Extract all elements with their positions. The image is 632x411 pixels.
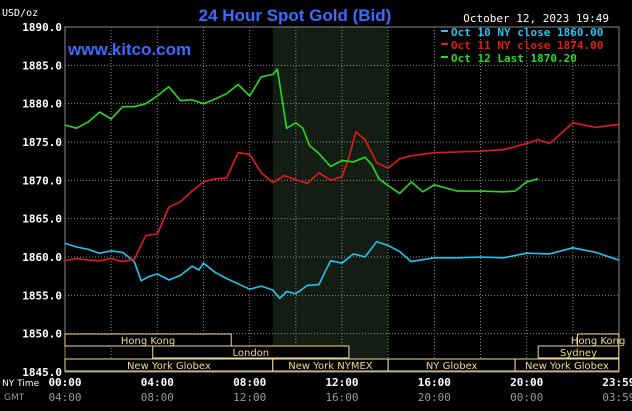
session-bar [64,333,232,347]
x-tick-gmt: 16:00 [325,391,358,404]
session-label: Sydney [560,348,597,359]
watermark: www.kitco.com [67,40,191,59]
chart-date: October 12, 2023 19:49 [463,12,609,25]
x-tick-ny: 12:00 [325,376,358,389]
legend-swatch [441,56,448,58]
legend-entry: Oct 11 NY close 1874.00 [451,39,603,52]
legend-entry: Oct 10 NY close 1860.00 [451,26,603,39]
x-tick-ny: 04:00 [141,376,174,389]
legend-swatch [441,30,448,32]
session-label: New York Globex [525,361,609,372]
plot-border [64,26,620,373]
session-label: New York NYMEX [288,361,373,372]
session-label: London [232,348,269,359]
legend-entry: Oct 12 Last 1870.20 [451,52,577,65]
y-tick-label: 1845.0 [22,366,62,379]
y-tick-label: 1855.0 [22,289,62,302]
legend-swatch [441,43,448,45]
x-tick-ny: 08:00 [233,376,266,389]
x-tick-ny: 00:00 [48,376,81,389]
session-label: Hong Kong [121,336,175,347]
session-bar [152,345,350,359]
session-bar [537,345,620,359]
series-line-2 [64,122,619,263]
x-label-ny: NY Time [2,379,40,389]
nymex-highlight [272,27,389,372]
session-label: NY Globex [426,361,478,372]
x-tick-gmt: 12:00 [233,391,266,404]
series-line-3 [64,68,539,195]
y-tick-label: 1865.0 [22,213,62,226]
session-bar [514,358,620,372]
x-tick-ny: 23:59 [602,376,632,389]
session-label: Hong Kong [571,336,625,347]
chart-title: 24 Hour Spot Gold (Bid) [199,6,392,25]
x-tick-gmt: 00:00 [510,391,543,404]
x-tick-ny: 20:00 [510,376,543,389]
x-tick-gmt: 20:00 [418,391,451,404]
y-tick-label: 1850.0 [22,328,62,341]
y-tick-label: 1875.0 [22,136,62,149]
y-tick-label: 1880.0 [22,98,62,111]
y-tick-label: 1860.0 [22,251,62,264]
x-tick-gmt: 03:59 [602,391,632,404]
x-tick-gmt: 04:00 [48,391,81,404]
x-tick-gmt: 08:00 [141,391,174,404]
y-unit-label: USD/oz [2,8,38,19]
x-label-gmt: GMT [4,393,25,403]
x-tick-ny: 16:00 [418,376,451,389]
y-tick-label: 1890.0 [22,21,62,34]
series-line-1 [64,240,620,300]
y-tick-label: 1885.0 [22,59,62,72]
session-label: New York Globex [127,361,211,372]
y-tick-label: 1870.0 [22,174,62,187]
